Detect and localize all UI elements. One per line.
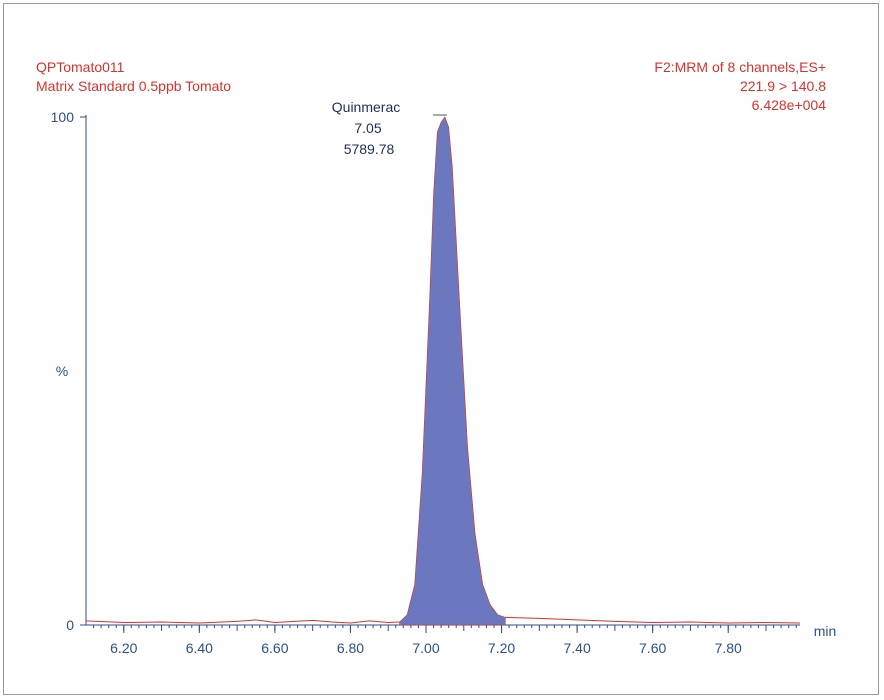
plot-area — [85, 114, 801, 626]
x-tick-label: 7.40 — [563, 640, 590, 656]
intensity: 6.428e+004 — [751, 97, 826, 113]
baseline-trace — [85, 619, 400, 624]
peak-rt-label: 7.05 — [354, 120, 381, 136]
y-tick-label: 0 — [66, 617, 74, 633]
x-axis-label: min — [814, 623, 837, 639]
labels: % min Quinmerac 7.05 5789.78 — [56, 99, 837, 639]
x-tick-label: 6.20 — [110, 640, 137, 656]
x-tick-label: 7.00 — [412, 640, 439, 656]
peak-area-label: 5789.78 — [344, 141, 395, 157]
x-tick-label: 6.40 — [186, 640, 213, 656]
axes: 0 100 6.20 6.40 6.60 6.80 7.00 7.20 7.40 7.60 7.80 — [51, 109, 800, 656]
function-line: F2:MRM of 8 channels,ES+ — [654, 59, 826, 75]
tail-trace — [505, 616, 801, 624]
x-tick-label: 6.80 — [337, 640, 364, 656]
transition: 221.9 > 140.8 — [739, 78, 826, 94]
y-axis-label: % — [56, 363, 68, 379]
peak-compound-label: Quinmerac — [332, 99, 400, 115]
peak-area — [399, 116, 506, 626]
sample-description: Matrix Standard 0.5ppb Tomato — [36, 78, 232, 94]
x-tick-label: 7.60 — [639, 640, 666, 656]
x-tick-label: 7.20 — [488, 640, 515, 656]
y-tick-label: 100 — [51, 109, 75, 125]
x-tick-label: 6.60 — [261, 640, 288, 656]
sample-name: QPTomato011 — [36, 59, 125, 75]
x-tick-label: 7.80 — [715, 640, 742, 656]
